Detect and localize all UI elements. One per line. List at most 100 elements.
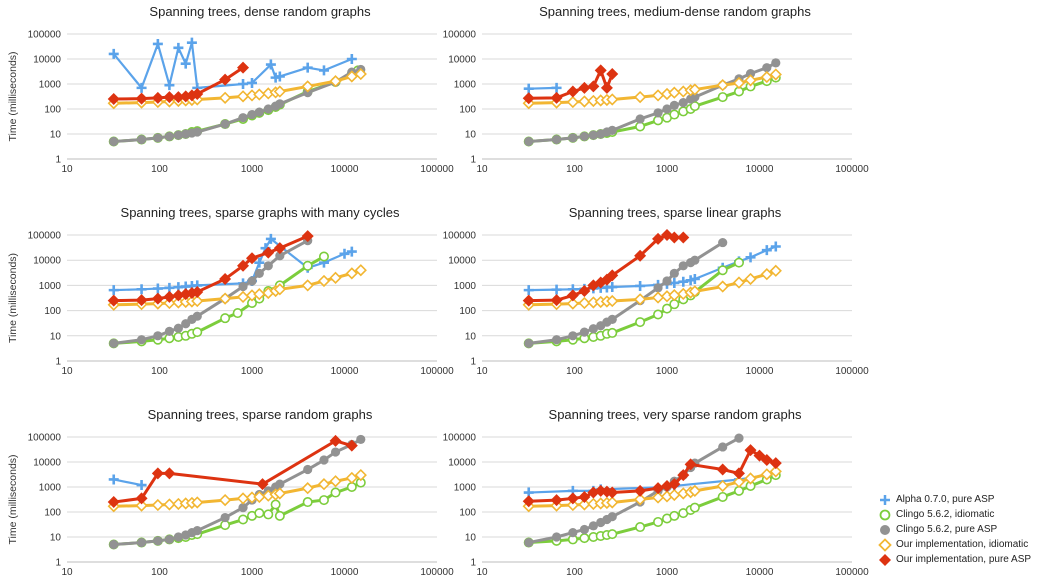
data-point (732, 276, 746, 289)
data-point (136, 335, 147, 345)
data-point (550, 91, 563, 104)
data-point (107, 93, 120, 106)
data-point (607, 125, 617, 135)
x-tick-label: 100 (151, 164, 168, 175)
legend-entry: Clingo 5.6.2, pure ASP (878, 522, 1031, 537)
data-point (607, 282, 618, 293)
legend: Alpha 0.7.0, pure ASP Clingo 5.6.2, idio… (878, 492, 1031, 567)
data-point (662, 104, 672, 114)
legend-entry: Alpha 0.7.0, pure ASP (878, 492, 1031, 507)
series-5 (522, 444, 782, 508)
y-tick-label: 100 (44, 306, 61, 317)
series-3 (109, 434, 366, 550)
data-point (247, 276, 257, 286)
data-point (568, 527, 578, 538)
x-tick-label: 10000 (746, 366, 774, 377)
data-point (633, 493, 647, 506)
data-point (524, 136, 534, 147)
data-point (653, 108, 663, 118)
data-point (523, 83, 534, 94)
x-tick-label: 1000 (656, 164, 679, 175)
data-point (273, 283, 286, 296)
y-tick-label: 10 (50, 533, 62, 544)
data-point (354, 264, 367, 277)
data-point (330, 447, 341, 457)
data-point (220, 119, 230, 129)
data-point (760, 70, 773, 84)
data-point (108, 474, 119, 485)
data-point (652, 482, 665, 495)
data-point (668, 231, 681, 244)
y-tick-label: 100 (44, 508, 61, 519)
data-point (237, 259, 250, 272)
x-tick-label: 100000 (420, 164, 454, 175)
data-point (524, 338, 534, 348)
y-tick-label: 100 (44, 105, 61, 116)
data-point (345, 267, 358, 280)
data-point (220, 512, 230, 523)
data-point (109, 136, 119, 147)
data-point (192, 526, 202, 536)
y-axis-label: Time (milliseconds) (7, 454, 19, 544)
series-line (113, 481, 362, 547)
x-tick-label: 10000 (746, 164, 774, 175)
data-point (744, 444, 757, 457)
chart-title: Spanning trees, medium-dense random grap… (539, 4, 811, 19)
y-tick-label: 1 (55, 357, 61, 368)
data-point (600, 81, 613, 94)
data-point (579, 327, 590, 337)
data-point (733, 257, 744, 268)
data-point (135, 92, 148, 105)
data-point (274, 510, 285, 521)
y-tick-label: 100000 (443, 231, 477, 242)
data-point (163, 498, 176, 511)
data-point (263, 509, 274, 520)
data-point (523, 285, 534, 296)
series-line (113, 438, 362, 547)
data-point (718, 237, 728, 248)
series-1 (108, 233, 357, 296)
data-point (566, 492, 579, 505)
y-axis-label: Time (milliseconds) (7, 51, 19, 141)
y-tick-label: 100000 (443, 433, 477, 444)
data-point (551, 82, 562, 93)
data-point (108, 285, 119, 296)
data-point (578, 81, 591, 94)
y-tick-label: 1000 (39, 80, 62, 91)
data-point (716, 463, 729, 476)
legend-marker-clingo-pure (880, 524, 890, 535)
data-point (716, 280, 729, 293)
data-point (346, 54, 357, 64)
legend-label: Alpha 0.7.0, pure ASP (896, 494, 995, 505)
data-point (329, 475, 342, 488)
data-point (153, 133, 163, 143)
chart-title: Spanning trees, sparse graphs with many … (121, 205, 400, 220)
data-point (770, 241, 781, 252)
series-3 (524, 237, 728, 348)
x-tick-label: 10000 (331, 164, 359, 175)
data-point (302, 497, 313, 508)
legend-label: Clingo 5.6.2, pure ASP (896, 524, 998, 535)
x-tick-label: 100 (566, 164, 583, 175)
data-point (273, 487, 286, 500)
data-point (566, 498, 579, 512)
data-point (173, 323, 183, 333)
data-point (275, 479, 285, 489)
data-point (588, 324, 598, 334)
data-point (522, 294, 535, 307)
x-tick-label: 10 (476, 567, 488, 578)
data-point (551, 134, 562, 145)
data-point (551, 284, 562, 295)
data-point (522, 92, 535, 105)
data-point (522, 495, 535, 508)
x-tick-label: 10000 (331, 366, 359, 377)
data-point (744, 272, 757, 286)
data-point (236, 90, 250, 103)
x-tick-label: 100 (151, 366, 168, 377)
series-line (113, 439, 353, 504)
data-point (578, 498, 591, 511)
y-tick-label: 10 (50, 130, 62, 141)
chart-title: Spanning trees, dense random graphs (149, 4, 371, 19)
data-point (668, 289, 681, 302)
legend-marker-ours-idiomatic (878, 537, 892, 552)
